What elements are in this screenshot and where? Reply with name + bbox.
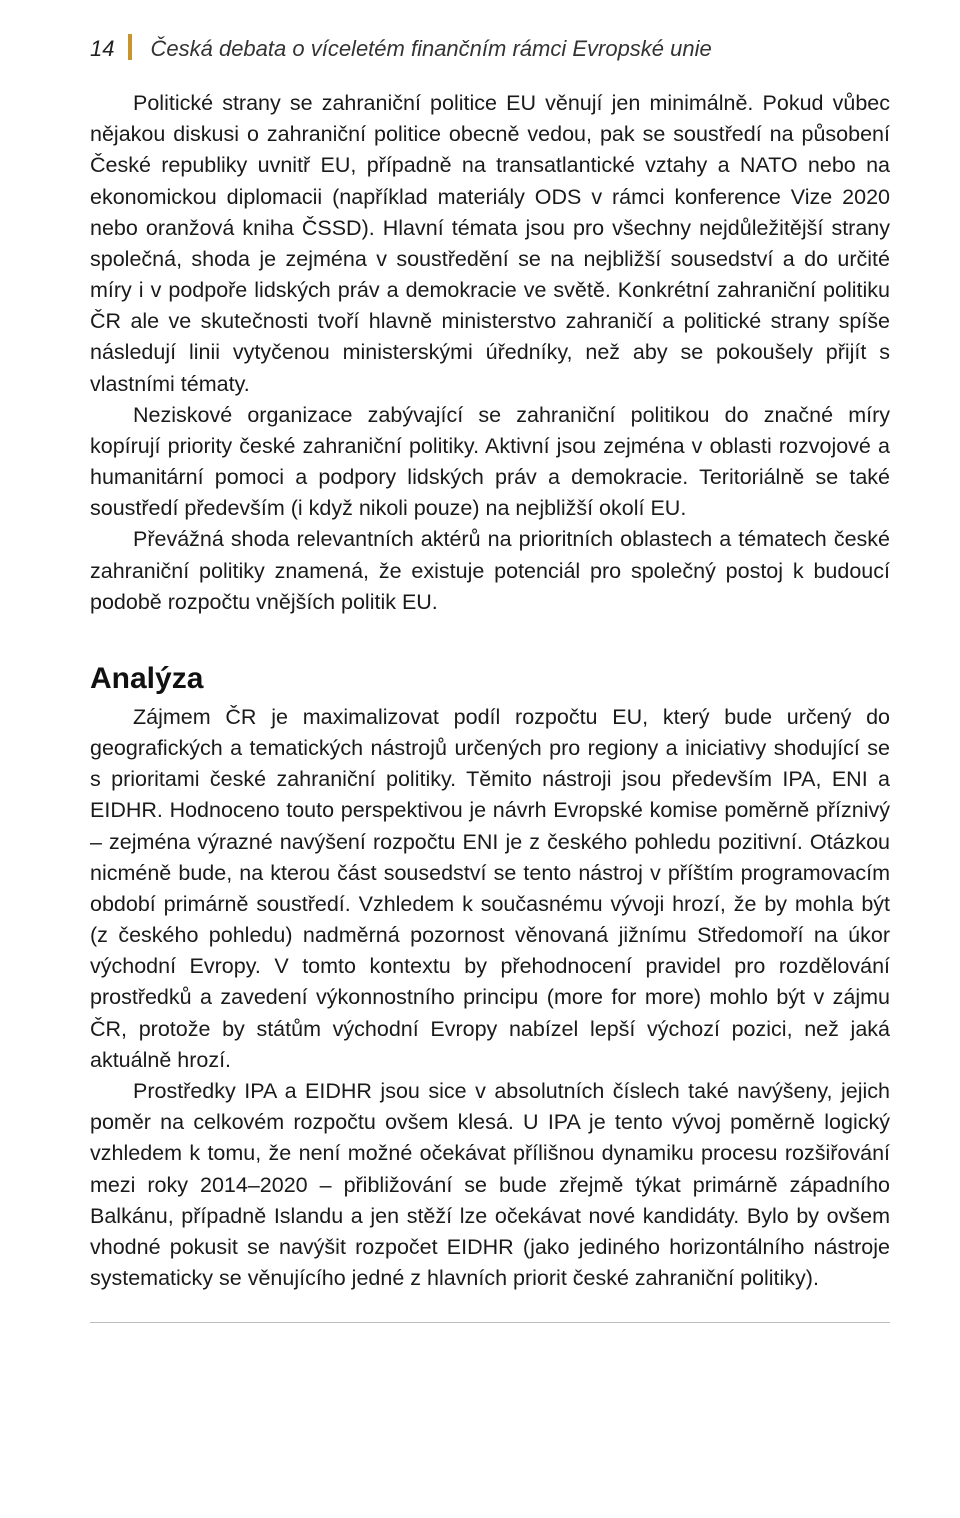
body-block-1: Politické strany se zahraniční politice … (90, 88, 890, 618)
running-header: 14 Česká debata o víceletém finančním rá… (90, 30, 890, 62)
header-accent-bar (128, 34, 132, 60)
paragraph: Neziskové organizace zabývající se zahra… (90, 400, 890, 525)
paragraph: Zájmem ČR je maximalizovat podíl rozpočt… (90, 702, 890, 1076)
paragraph: Prostředky IPA a EIDHR jsou sice v absol… (90, 1076, 890, 1294)
running-title: Česká debata o víceletém finančním rámci… (150, 36, 711, 62)
section-heading: Analýza (90, 662, 890, 696)
body-block-2: Zájmem ČR je maximalizovat podíl rozpočt… (90, 702, 890, 1294)
paragraph: Politické strany se zahraniční politice … (90, 88, 890, 400)
document-page: 14 Česká debata o víceletém finančním rá… (0, 0, 960, 1518)
paragraph: Převážná shoda relevantních aktérů na pr… (90, 524, 890, 618)
footer-rule (90, 1322, 890, 1323)
page-number: 14 (90, 36, 114, 62)
